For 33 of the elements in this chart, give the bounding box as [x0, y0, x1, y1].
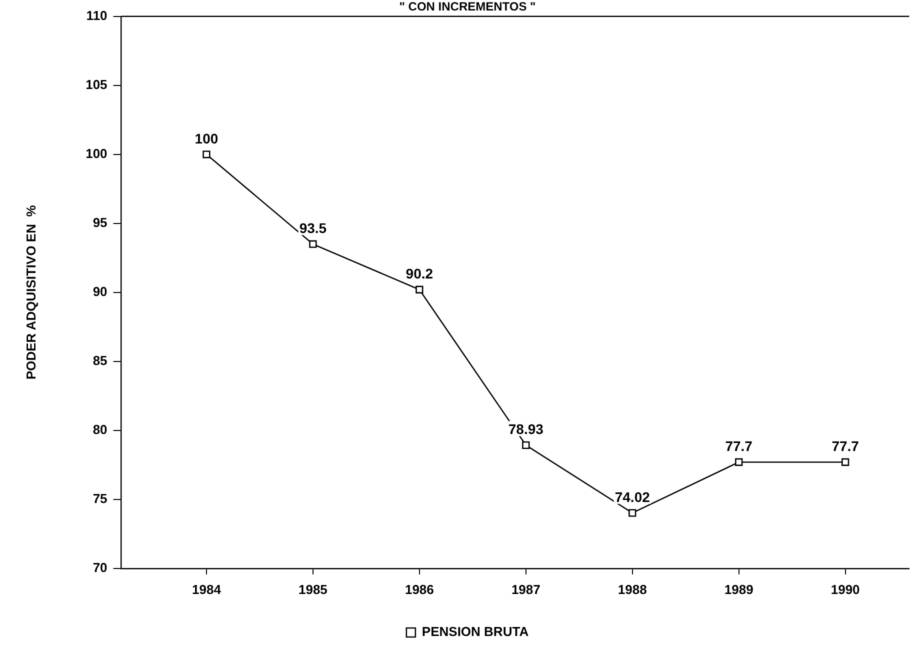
data-label: 77.7	[725, 438, 753, 454]
data-label: 78.93	[508, 421, 544, 438]
y-tick-label: 85	[92, 352, 108, 368]
x-tick-label: 1988	[618, 582, 647, 597]
chart-title: " CON INCREMENTOS "	[399, 0, 536, 14]
y-tick-label: 70	[92, 560, 108, 575]
point	[735, 458, 743, 466]
point	[309, 240, 317, 248]
point	[416, 286, 424, 294]
x-tick-label: 1986	[404, 582, 434, 597]
y-tick-label: 95	[92, 214, 108, 230]
data-label: 74.02	[614, 488, 650, 505]
x-tick-label: 1990	[830, 582, 860, 597]
point	[841, 458, 850, 466]
y-tick-label: 80	[92, 422, 108, 437]
data-label: 93.5	[299, 220, 327, 236]
data-label: 77.7	[832, 438, 860, 454]
y-tick-label: 90	[92, 284, 108, 299]
data-label: 100	[194, 130, 218, 146]
x-tick-label: 1984	[192, 582, 222, 597]
point	[628, 509, 636, 517]
x-tick-label: 1987	[511, 582, 540, 597]
x-tick-label: 1989	[724, 582, 754, 597]
x-tick-label: 1985	[298, 582, 328, 597]
y-tick-label: 105	[86, 76, 108, 92]
legend-label: PENSION BRUTA	[422, 624, 530, 640]
y-tick-label: 100	[86, 146, 108, 161]
y-axis-title: PODER ADQUISITIVO EN %	[23, 204, 38, 380]
data-label: 90.2	[406, 266, 434, 282]
y-tick-label: 110	[86, 8, 108, 23]
point	[202, 150, 210, 158]
point	[522, 441, 530, 449]
y-tick-label: 75	[92, 490, 108, 506]
